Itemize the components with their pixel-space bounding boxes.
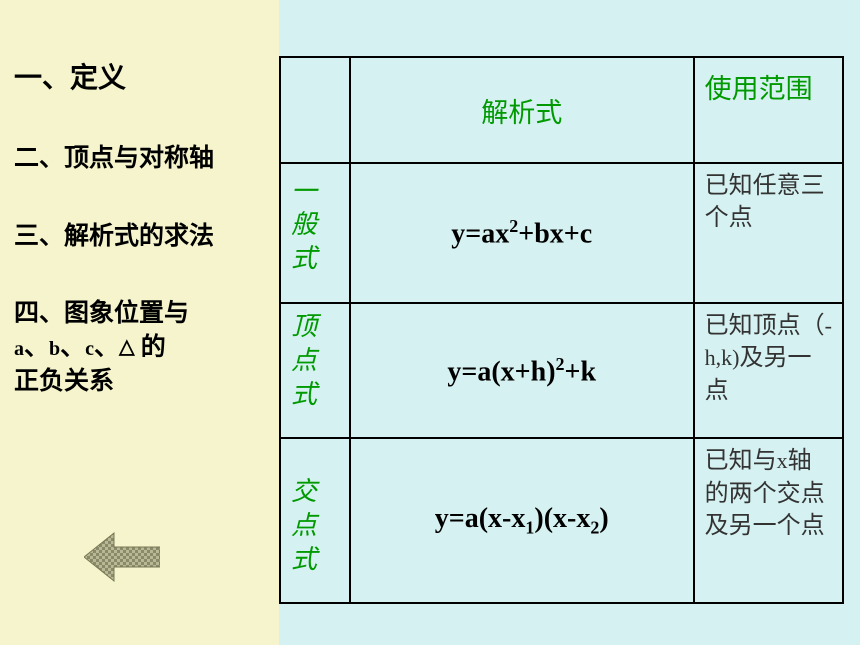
scope-intercept: 已知与x轴的两个交点及另一个点 bbox=[694, 438, 843, 603]
header-scope: 使用范围 bbox=[694, 57, 843, 163]
scope-vertex: 已知顶点（-h,k)及另一点 bbox=[694, 303, 843, 438]
nav-analytical-method[interactable]: 三、解析式的求法 bbox=[14, 220, 269, 254]
table-header-row: 解析式 使用范围 bbox=[280, 57, 843, 163]
table-row: 顶点式 y=a(x+h)2+k 已知顶点（-h,k)及另一点 bbox=[280, 303, 843, 438]
formula-vertex: y=a(x+h)2+k bbox=[350, 303, 694, 438]
back-arrow-icon[interactable] bbox=[84, 529, 160, 585]
table-row: 交点式 y=a(x-x1)(x-x2) 已知与x轴的两个交点及另一个点 bbox=[280, 438, 843, 603]
form-label-vertex: 顶点式 bbox=[280, 303, 350, 438]
sidebar: 一、定义 二、顶点与对称轴 三、解析式的求法 四、图象位置与 a、b、c、△ 的… bbox=[0, 0, 279, 645]
nav-graph-position[interactable]: 四、图象位置与 a、b、c、△ 的 正负关系 bbox=[14, 297, 269, 398]
scope-general: 已知任意三个点 bbox=[694, 163, 843, 303]
header-empty bbox=[280, 57, 350, 163]
table-row: 一般式 y=ax2+bx+c 已知任意三个点 bbox=[280, 163, 843, 303]
form-label-general: 一般式 bbox=[280, 163, 350, 303]
forms-table: 解析式 使用范围 一般式 y=ax2+bx+c 已知任意三个点 顶点式 y=a(… bbox=[279, 56, 844, 604]
formula-intercept: y=a(x-x1)(x-x2) bbox=[350, 438, 694, 603]
nav-definition[interactable]: 一、定义 bbox=[14, 60, 269, 98]
nav4-line3: 正负关系 bbox=[14, 368, 114, 395]
formula-general: y=ax2+bx+c bbox=[350, 163, 694, 303]
nav-vertex-axis[interactable]: 二、顶点与对称轴 bbox=[14, 142, 269, 176]
header-formula: 解析式 bbox=[350, 57, 694, 163]
form-label-intercept: 交点式 bbox=[280, 438, 350, 603]
nav4-line2: a、b、c、△ 的 bbox=[14, 331, 269, 365]
nav4-line1: 四、图象位置与 bbox=[14, 297, 269, 331]
